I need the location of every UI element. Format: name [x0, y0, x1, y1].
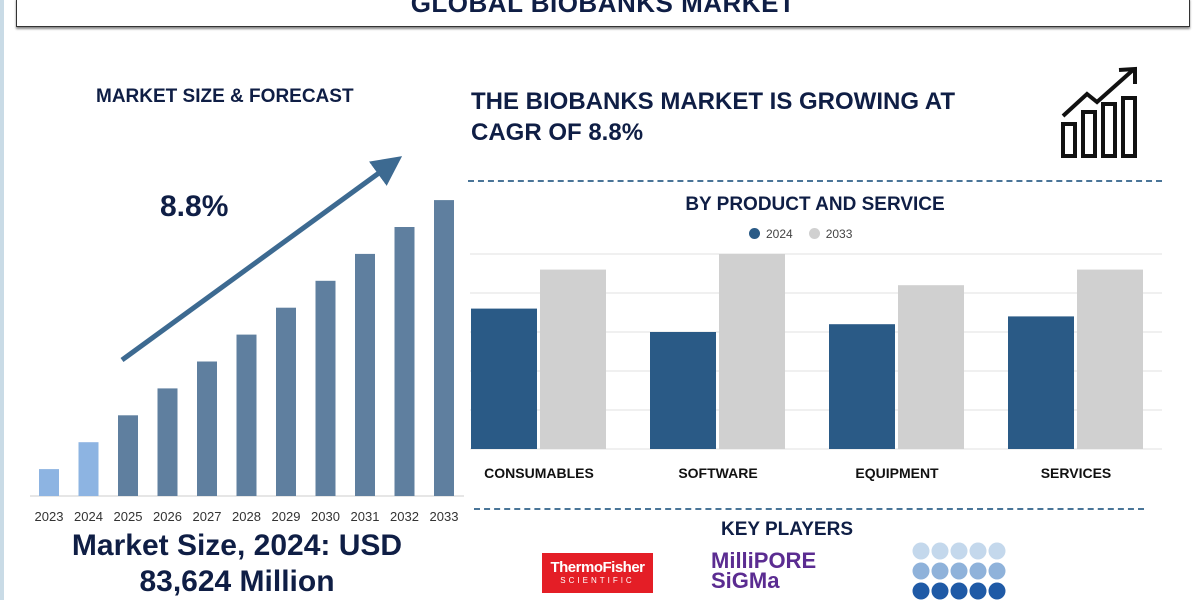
- bar-software-2033: [719, 254, 785, 449]
- chart-title: BY PRODUCT AND SERVICE: [685, 194, 945, 215]
- logo-dot: [950, 582, 968, 600]
- bar-2026: [157, 388, 178, 496]
- market-size-text: Market Size, 2024: USD 83,624 Million: [42, 528, 432, 600]
- market-size-heading: MARKET SIZE & FORECAST: [96, 86, 354, 107]
- bar-consumables-2024: [471, 308, 537, 449]
- divider: [474, 508, 1144, 510]
- logo-dot: [950, 562, 968, 580]
- category-label: EQUIPMENT: [855, 465, 939, 481]
- logo-dot: [931, 542, 949, 560]
- key-players-heading: KEY PLAYERS: [721, 519, 853, 540]
- legend-item-2024: 2024: [749, 227, 793, 241]
- x-tick-label: 2027: [193, 509, 222, 524]
- bar-services-2033: [1077, 269, 1143, 449]
- x-tick-label: 2032: [390, 509, 419, 524]
- page-title: GLOBAL BIOBANKS MARKET: [410, 0, 796, 18]
- bar-software-2024: [650, 332, 716, 449]
- x-tick-label: 2023: [35, 509, 64, 524]
- x-tick-label: 2026: [153, 509, 182, 524]
- category-label: CONSUMABLES: [484, 465, 594, 481]
- bar-2027: [197, 361, 217, 496]
- category-label: SOFTWARE: [678, 465, 757, 481]
- bar-equipment-2024: [829, 324, 895, 449]
- title-banner: GLOBAL BIOBANKS MARKET: [16, 0, 1190, 27]
- bar-equipment-2033: [898, 285, 964, 449]
- logo-dot: [912, 582, 930, 600]
- thermofisher-logo: ThermoFisher SCIENTIFIC: [542, 553, 653, 593]
- logo-dot: [912, 542, 930, 560]
- category-label: SERVICES: [1041, 465, 1112, 481]
- cagr-label: 8.8%: [160, 190, 229, 223]
- bar-2030: [315, 280, 336, 496]
- logo-dot: [950, 542, 968, 560]
- bar-consumables-2033: [540, 269, 606, 449]
- logo-dot: [931, 582, 949, 600]
- bar-services-2024: [1008, 316, 1074, 449]
- logo-dot: [988, 562, 1006, 580]
- logo-dot: [969, 562, 987, 580]
- dots-logo: [912, 542, 1006, 600]
- legend-item-2033: 2033: [808, 227, 852, 241]
- logo-dot: [988, 582, 1006, 600]
- x-tick-label: 2031: [351, 509, 380, 524]
- growth-chart-icon: [1061, 66, 1137, 158]
- logo-dot: [912, 562, 930, 580]
- bar-2029: [276, 307, 296, 496]
- x-tick-label: 2030: [311, 509, 340, 524]
- market-size-line1: Market Size, 2024: USD: [71, 529, 403, 562]
- logo-dot: [988, 542, 1006, 560]
- x-tick-label: 2024: [74, 509, 103, 524]
- bar-2031: [355, 253, 375, 496]
- x-tick-label: 2028: [232, 509, 261, 524]
- growth-arrow: [120, 156, 403, 363]
- bar-2033: [434, 200, 454, 496]
- headline-line1: THE BIOBANKS MARKET IS GROWING AT: [471, 88, 955, 115]
- x-tick-label: 2029: [272, 509, 301, 524]
- x-tick-label: 2033: [430, 509, 459, 524]
- product-chart: CONSUMABLES SOFTWARE EQUIPMENT SERVICES: [470, 253, 1162, 481]
- bar-2023: [39, 469, 59, 496]
- logo-dot: [969, 582, 987, 600]
- headline: THE BIOBANKS MARKET IS GROWING AT CAGR O…: [471, 86, 955, 148]
- legend: 2024 2033: [749, 227, 852, 241]
- bar-2028: [236, 334, 257, 496]
- logo-dot: [931, 562, 949, 580]
- x-tick-label: 2025: [114, 509, 143, 524]
- bar-2024: [78, 442, 99, 496]
- market-size-line2: 83,624 Million: [139, 565, 335, 598]
- bar-2025: [118, 415, 138, 496]
- divider: [468, 180, 1162, 182]
- forecast-chart: 2023 2024 2025 2026 2027 2028 2029 2030 2031 2032…: [30, 156, 464, 524]
- headline-line2: CAGR OF 8.8%: [471, 119, 644, 146]
- milliporesigma-logo: MilliPORE SiGMa: [711, 548, 817, 593]
- logo-dot: [969, 542, 987, 560]
- bar-2032: [394, 227, 415, 496]
